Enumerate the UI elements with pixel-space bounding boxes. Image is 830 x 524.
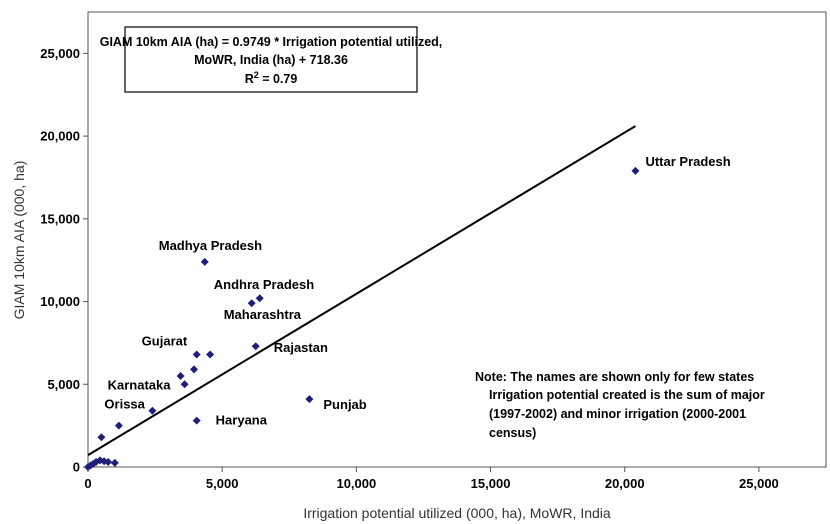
x-tick-label: 10,000	[336, 476, 376, 491]
point-label: Gujarat	[142, 333, 188, 348]
point-label: Orissa	[104, 397, 145, 412]
data-point	[255, 294, 264, 303]
data-point	[97, 433, 106, 442]
y-tick-label: 5,000	[47, 377, 80, 392]
data-point	[190, 365, 199, 374]
r-superscript: 2	[254, 70, 259, 80]
note-line-2: Irrigation potential created is the sum …	[489, 388, 765, 402]
y-axis-title: GIAM 10km AIA (000, ha)	[11, 161, 27, 320]
note-line-1: Note: The names are shown only for few s…	[475, 370, 754, 384]
data-points	[84, 166, 640, 471]
point-label: Maharashtra	[224, 307, 302, 322]
y-tick-label: 15,000	[40, 211, 80, 226]
x-tick-label: 20,000	[605, 476, 645, 491]
data-point	[176, 372, 185, 380]
note-line-3: (1997-2002) and minor irrigation (2000-2…	[489, 407, 746, 421]
data-point	[251, 342, 260, 351]
x-tick-label: 25,000	[739, 476, 779, 491]
note-line-4: census)	[489, 426, 536, 440]
equation-line-3: R2 = 0.79	[245, 70, 298, 86]
data-point	[180, 380, 189, 389]
data-point	[305, 395, 314, 404]
data-point	[247, 299, 256, 308]
r-value: = 0.79	[259, 72, 298, 86]
data-point	[110, 458, 119, 467]
equation-box: GIAM 10km AIA (ha) = 0.9749 * Irrigation…	[100, 26, 443, 93]
data-point	[206, 350, 215, 359]
point-label: Madhya Pradesh	[159, 238, 262, 253]
x-tick-label: 15,000	[471, 476, 511, 491]
point-label: Rajastan	[274, 340, 328, 355]
point-labels: Uttar Pradesh Madhya Pradesh Andhra Prades…	[104, 154, 730, 428]
data-point	[192, 350, 201, 359]
r-symbol: R	[245, 72, 254, 86]
x-axis-ticks: 0 5,000 10,000 15,000 20,000 25,000	[84, 467, 779, 491]
data-point	[631, 166, 640, 175]
y-tick-label: 10,000	[40, 294, 80, 309]
trend-line	[87, 125, 636, 456]
data-point	[192, 416, 201, 425]
data-point	[200, 257, 209, 266]
data-point	[104, 458, 113, 467]
y-tick-label: 20,000	[40, 129, 80, 144]
point-label: Punjab	[323, 397, 366, 412]
equation-line-1: GIAM 10km AIA (ha) = 0.9749 * Irrigation…	[100, 35, 443, 49]
y-tick-label: 0	[73, 460, 80, 475]
point-label: Haryana	[216, 413, 268, 428]
y-axis-ticks: 0 5,000 10,000 15,000 20,000 25,000	[40, 46, 88, 475]
equation-line-2: MoWR, India (ha) + 718.36	[194, 53, 348, 67]
note-block: Note: The names are shown only for few s…	[475, 370, 765, 440]
y-tick-label: 25,000	[40, 46, 80, 61]
data-point	[114, 421, 123, 430]
point-label: Uttar Pradesh	[645, 154, 730, 169]
x-tick-label: 0	[84, 476, 91, 491]
point-label: Andhra Pradesh	[214, 277, 314, 292]
x-tick-label: 5,000	[206, 476, 239, 491]
x-axis-title: Irrigation potential utilized (000, ha),…	[303, 505, 611, 521]
data-point	[148, 406, 157, 415]
point-label: Karnataka	[108, 377, 172, 392]
